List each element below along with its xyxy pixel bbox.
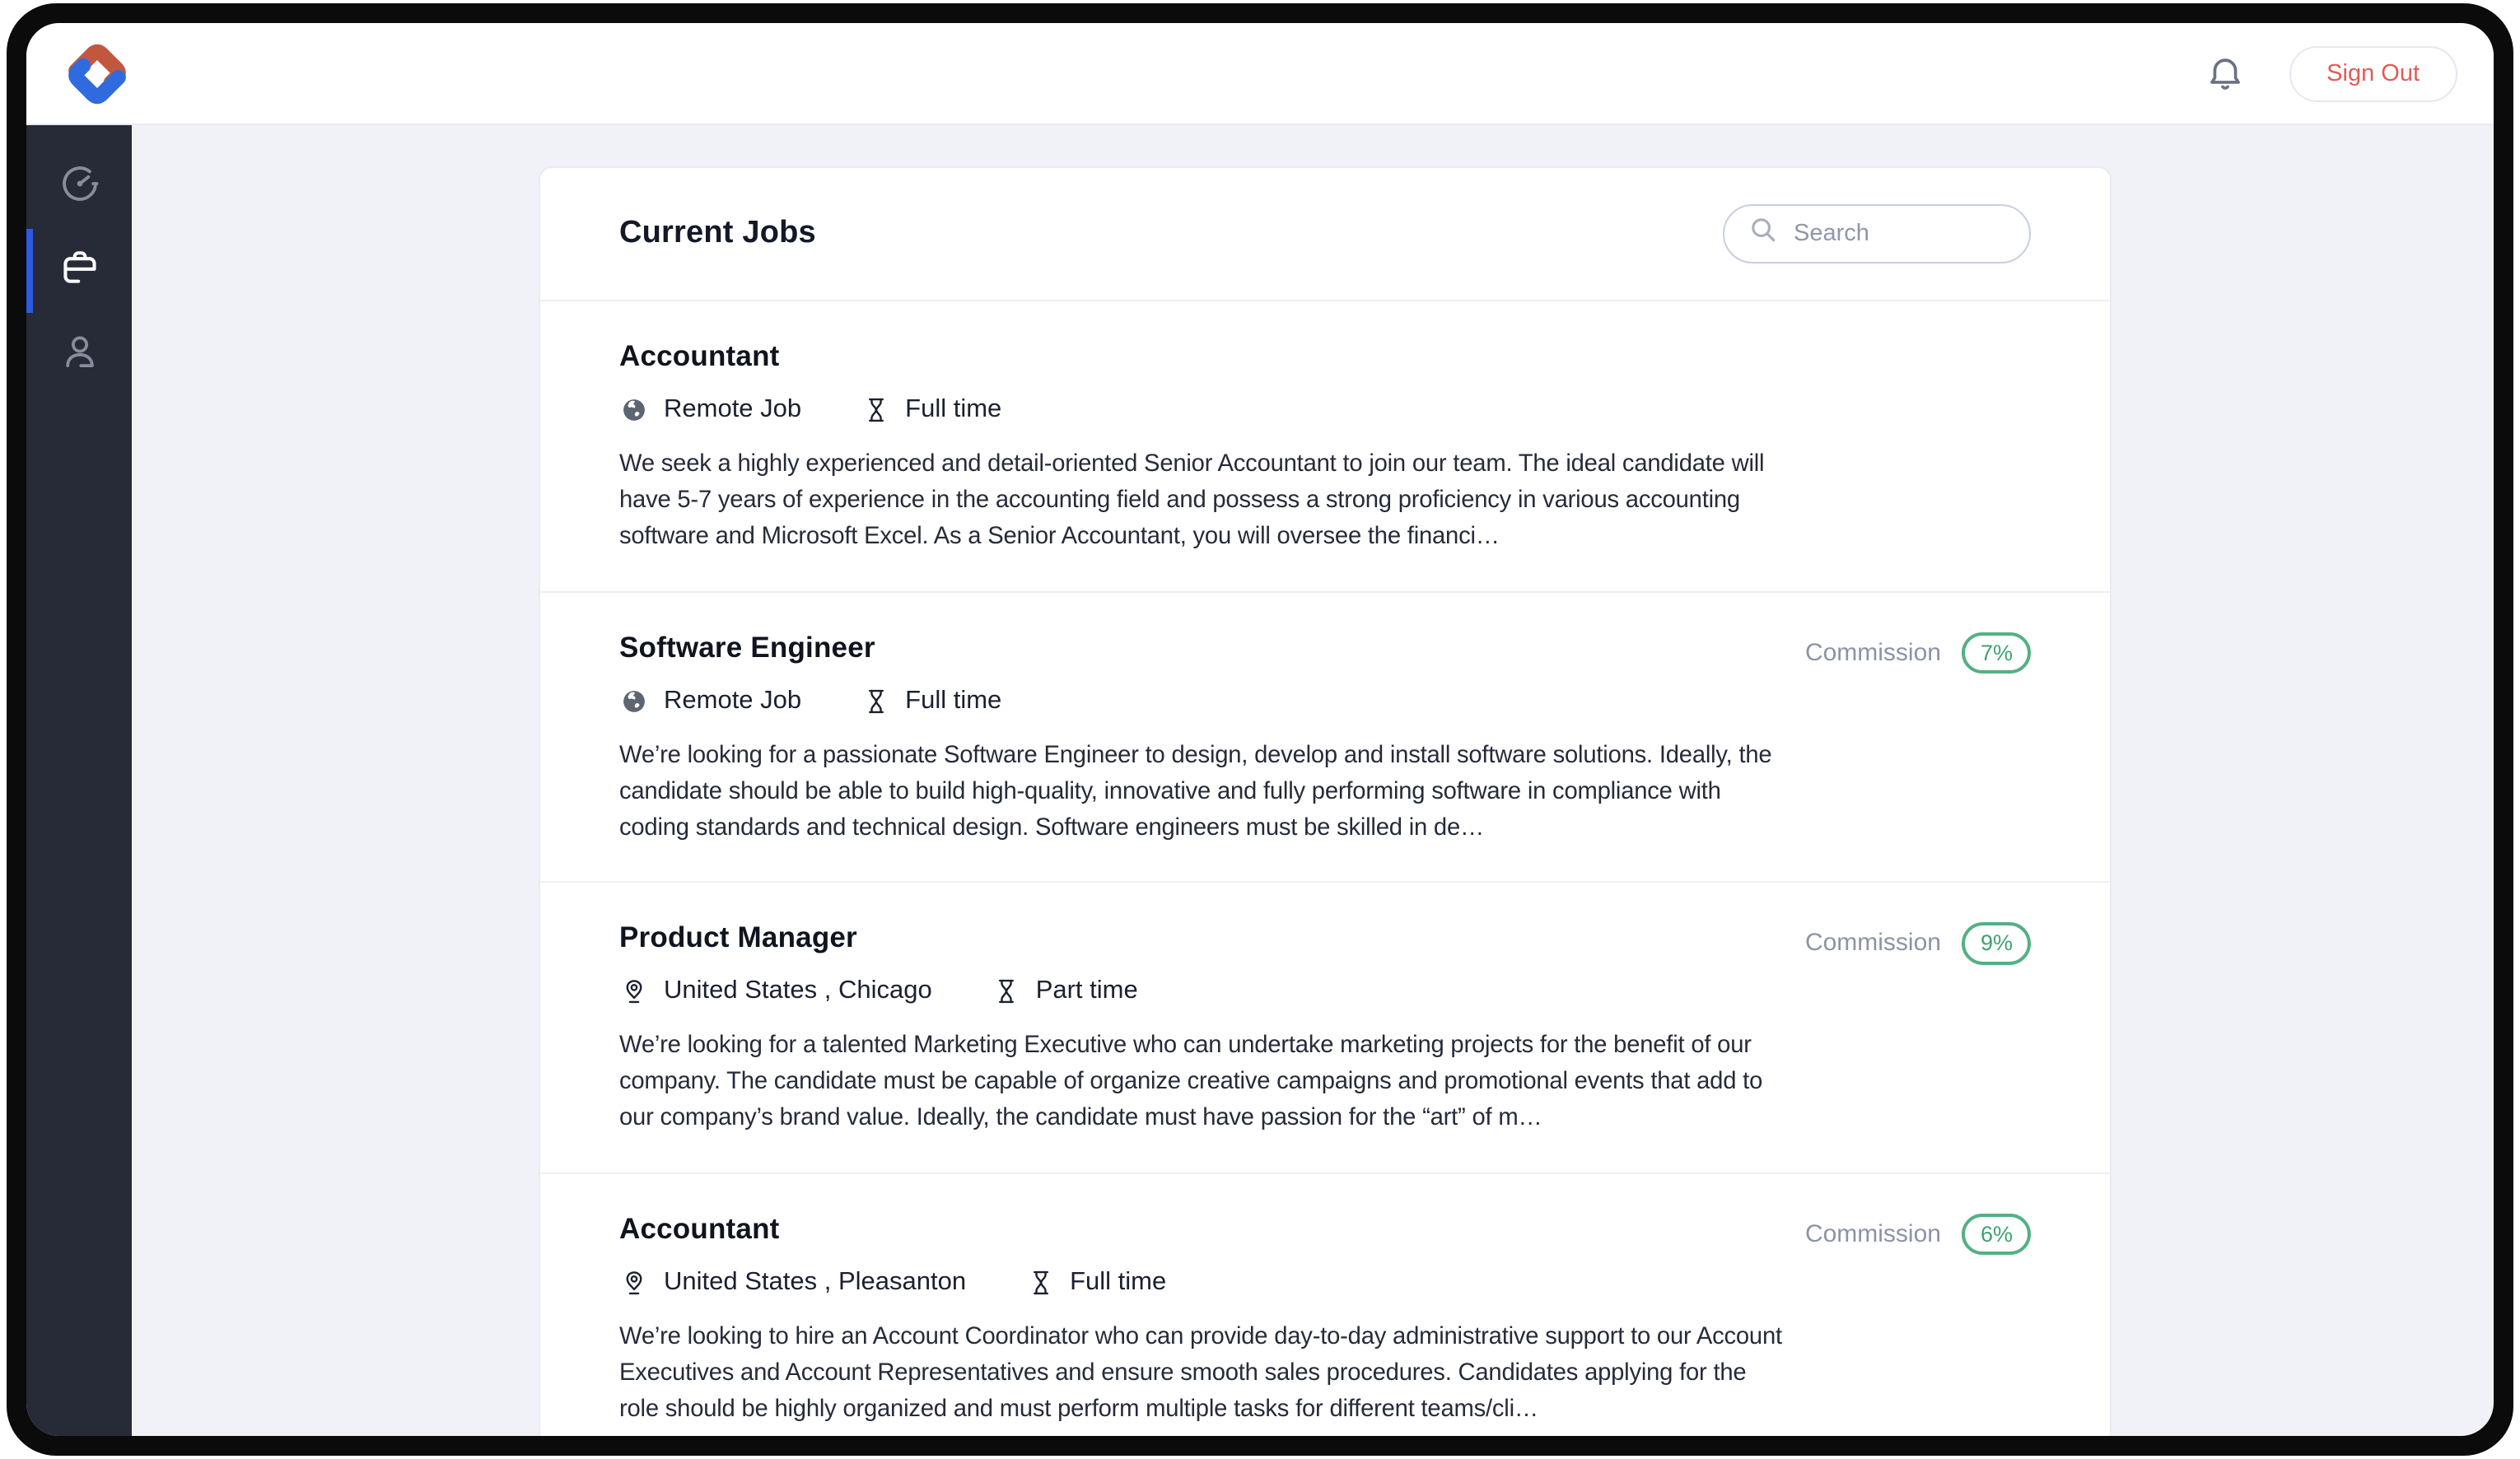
job-card[interactable]: Product Manager United xyxy=(540,883,2110,1174)
job-time: Full time xyxy=(1025,1267,1166,1297)
commission-label: Commission xyxy=(1804,929,1941,958)
search-box[interactable] xyxy=(1723,204,2031,263)
job-description: We’re looking for a passionate Software … xyxy=(619,742,1772,841)
job-commission: Commission 9% xyxy=(1804,922,2031,965)
job-location: Remote Job xyxy=(619,395,801,425)
sidebar-item-jobs[interactable] xyxy=(26,229,132,313)
panel-header: Current Jobs xyxy=(540,168,2110,301)
job-title: Accountant xyxy=(619,1211,780,1245)
sidebar-item-profile[interactable] xyxy=(26,313,132,397)
job-location-label: Remote Job xyxy=(664,686,802,715)
dashboard-gauge-icon xyxy=(57,161,101,213)
job-location-label: United States , Chicago xyxy=(664,977,932,1005)
commission-label: Commission xyxy=(1804,1219,1941,1248)
hourglass-icon xyxy=(861,395,890,425)
job-location-label: Remote Job xyxy=(664,395,802,423)
job-meta: United States , Pleasanton Full time xyxy=(619,1267,2031,1297)
main-area: Current Jobs xyxy=(132,125,2494,1436)
search-input[interactable] xyxy=(1794,221,2006,247)
job-time: Part time xyxy=(992,977,1138,1006)
active-indicator xyxy=(26,229,33,313)
search-icon xyxy=(1748,214,1779,254)
hourglass-icon xyxy=(861,686,890,716)
job-description: We’re looking to hire an Account Coordin… xyxy=(619,1323,1782,1423)
job-card[interactable]: Software Engineer Remo xyxy=(540,592,2110,883)
app-window: Sign Out xyxy=(26,23,2494,1436)
user-profile-icon xyxy=(57,329,101,381)
commission-label: Commission xyxy=(1804,638,1941,667)
job-time-label: Full time xyxy=(905,686,1002,715)
hourglass-icon xyxy=(1025,1267,1055,1297)
job-meta: Remote Job Full time xyxy=(619,395,2031,425)
jobs-panel: Current Jobs xyxy=(539,166,2112,1436)
job-location: Remote Job xyxy=(619,686,801,716)
app-logo-icon xyxy=(59,35,135,111)
job-card[interactable]: Accountant Remote Job xyxy=(540,301,2110,593)
job-time-label: Full time xyxy=(1070,1267,1167,1296)
job-title: Software Engineer xyxy=(619,630,875,664)
page-title: Current Jobs xyxy=(619,216,816,250)
sidebar-nav xyxy=(26,125,132,1436)
commission-badge: 9% xyxy=(1962,922,2031,965)
app-body: Current Jobs xyxy=(26,125,2494,1436)
job-time-label: Part time xyxy=(1035,977,1138,1005)
globe-icon xyxy=(619,395,649,425)
job-card[interactable]: Accountant United Stat xyxy=(540,1173,2110,1436)
location-pin-icon xyxy=(619,977,649,1006)
window-frame: Sign Out xyxy=(7,3,2513,1456)
job-time: Full time xyxy=(861,395,1001,425)
job-description: We seek a highly experienced and detail-… xyxy=(619,451,1765,551)
sign-out-button[interactable]: Sign Out xyxy=(2289,45,2457,101)
briefcase-jobs-icon xyxy=(57,245,101,297)
job-title: Accountant xyxy=(619,339,780,372)
job-title: Product Manager xyxy=(619,921,857,954)
job-time-label: Full time xyxy=(905,395,1002,423)
job-location: United States , Pleasanton xyxy=(619,1267,966,1297)
job-location: United States , Chicago xyxy=(619,977,932,1006)
hourglass-icon xyxy=(992,977,1021,1006)
globe-icon xyxy=(619,686,649,716)
job-meta: Remote Job Full time xyxy=(619,686,2031,716)
job-time: Full time xyxy=(861,686,1001,716)
jobs-list: Accountant Remote Job xyxy=(540,301,2110,1436)
notification-bell-icon[interactable] xyxy=(2200,49,2249,98)
sidebar-item-dashboard[interactable] xyxy=(26,145,132,229)
job-location-label: United States , Pleasanton xyxy=(664,1267,967,1296)
top-bar: Sign Out xyxy=(26,23,2494,125)
location-pin-icon xyxy=(619,1267,649,1297)
job-meta: United States , Chicago Part time xyxy=(619,977,2031,1006)
job-description: We’re looking for a talented Marketing E… xyxy=(619,1032,1763,1132)
commission-badge: 7% xyxy=(1962,632,2031,674)
job-commission: Commission 6% xyxy=(1804,1213,2031,1256)
job-commission: Commission 7% xyxy=(1805,632,2031,674)
commission-badge: 6% xyxy=(1962,1213,2031,1256)
